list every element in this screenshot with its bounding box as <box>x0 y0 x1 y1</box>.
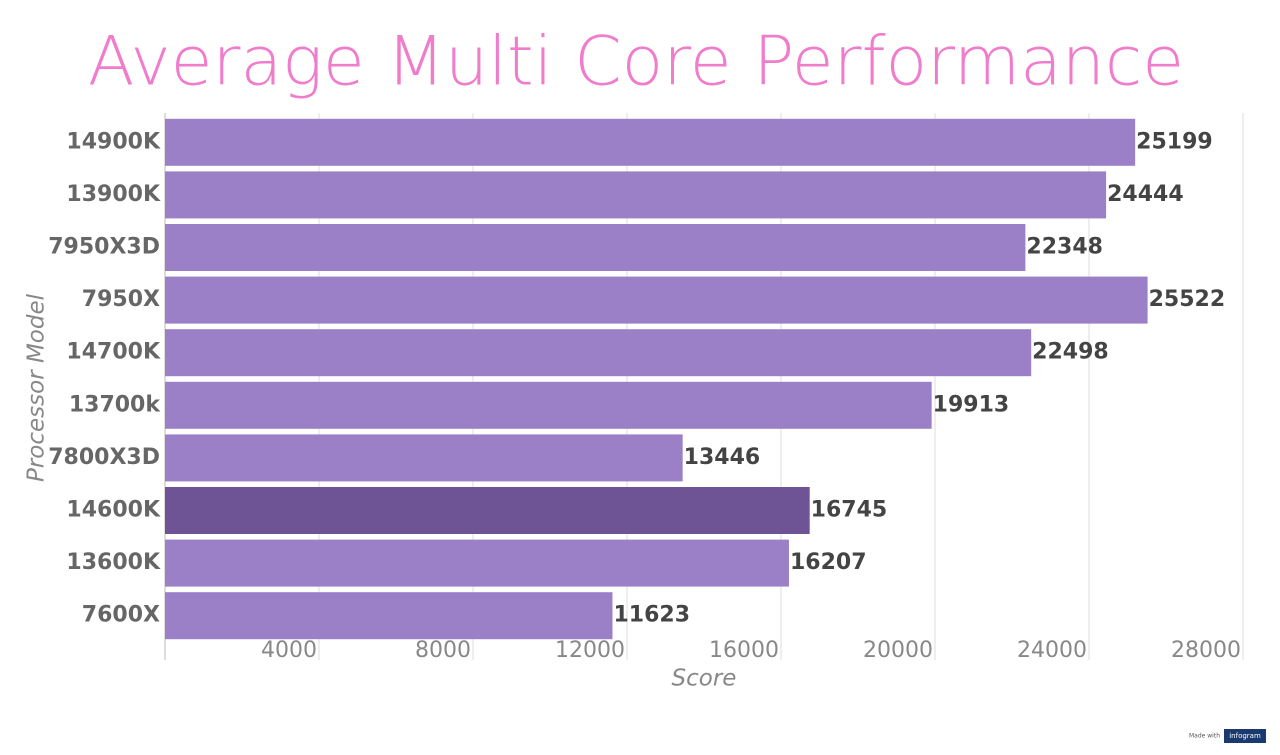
y-tick-label: 7950X <box>82 287 160 312</box>
x-tick-label: 24000 <box>1017 638 1087 663</box>
bar <box>165 434 683 482</box>
value-label: 19913 <box>933 392 1010 417</box>
x-tick-label: 4000 <box>261 638 317 663</box>
footer-made-with: Made with <box>1189 733 1220 740</box>
value-label: 16745 <box>811 498 888 523</box>
value-label: 22348 <box>1026 235 1103 260</box>
y-axis-label: Processor Model <box>24 293 50 482</box>
x-axis-label: Score <box>672 666 737 692</box>
value-label: 16207 <box>790 550 867 575</box>
bar <box>165 276 1148 324</box>
y-tick-label: 13600K <box>66 550 161 575</box>
bar <box>165 224 1026 271</box>
y-tick-label: 13900K <box>66 182 161 207</box>
x-tick-label: 28000 <box>1171 638 1241 663</box>
chart-title: Average Multi Core Performance <box>88 23 1184 102</box>
y-tick-label: 7800X3D <box>48 445 160 470</box>
y-tick-label: 13700k <box>69 392 162 417</box>
footer-brand[interactable]: infogram <box>1229 732 1261 740</box>
value-label: 11623 <box>613 603 690 628</box>
y-tick-label: 7950X3D <box>48 235 160 260</box>
x-tick-label: 12000 <box>555 638 625 663</box>
value-label: 25199 <box>1136 129 1213 154</box>
x-tick-label: 8000 <box>415 638 471 663</box>
bar <box>165 329 1032 377</box>
y-tick-label: 14600K <box>66 498 161 523</box>
value-label: 25522 <box>1149 287 1226 312</box>
value-label: 24444 <box>1107 182 1184 207</box>
value-label: 13446 <box>684 445 761 470</box>
footer-badge <box>1224 729 1266 743</box>
y-tick-label: 14700K <box>66 340 161 365</box>
bar <box>165 539 789 587</box>
value-label: 22498 <box>1032 340 1109 365</box>
x-tick-label: 16000 <box>709 638 779 663</box>
bar <box>165 118 1136 166</box>
bar <box>165 171 1107 219</box>
y-tick-label: 7600X <box>82 603 160 628</box>
bar <box>165 381 932 429</box>
y-tick-label: 14900K <box>66 129 161 154</box>
x-tick-label: 20000 <box>863 638 933 663</box>
bar <box>165 592 613 640</box>
bar <box>165 487 810 534</box>
